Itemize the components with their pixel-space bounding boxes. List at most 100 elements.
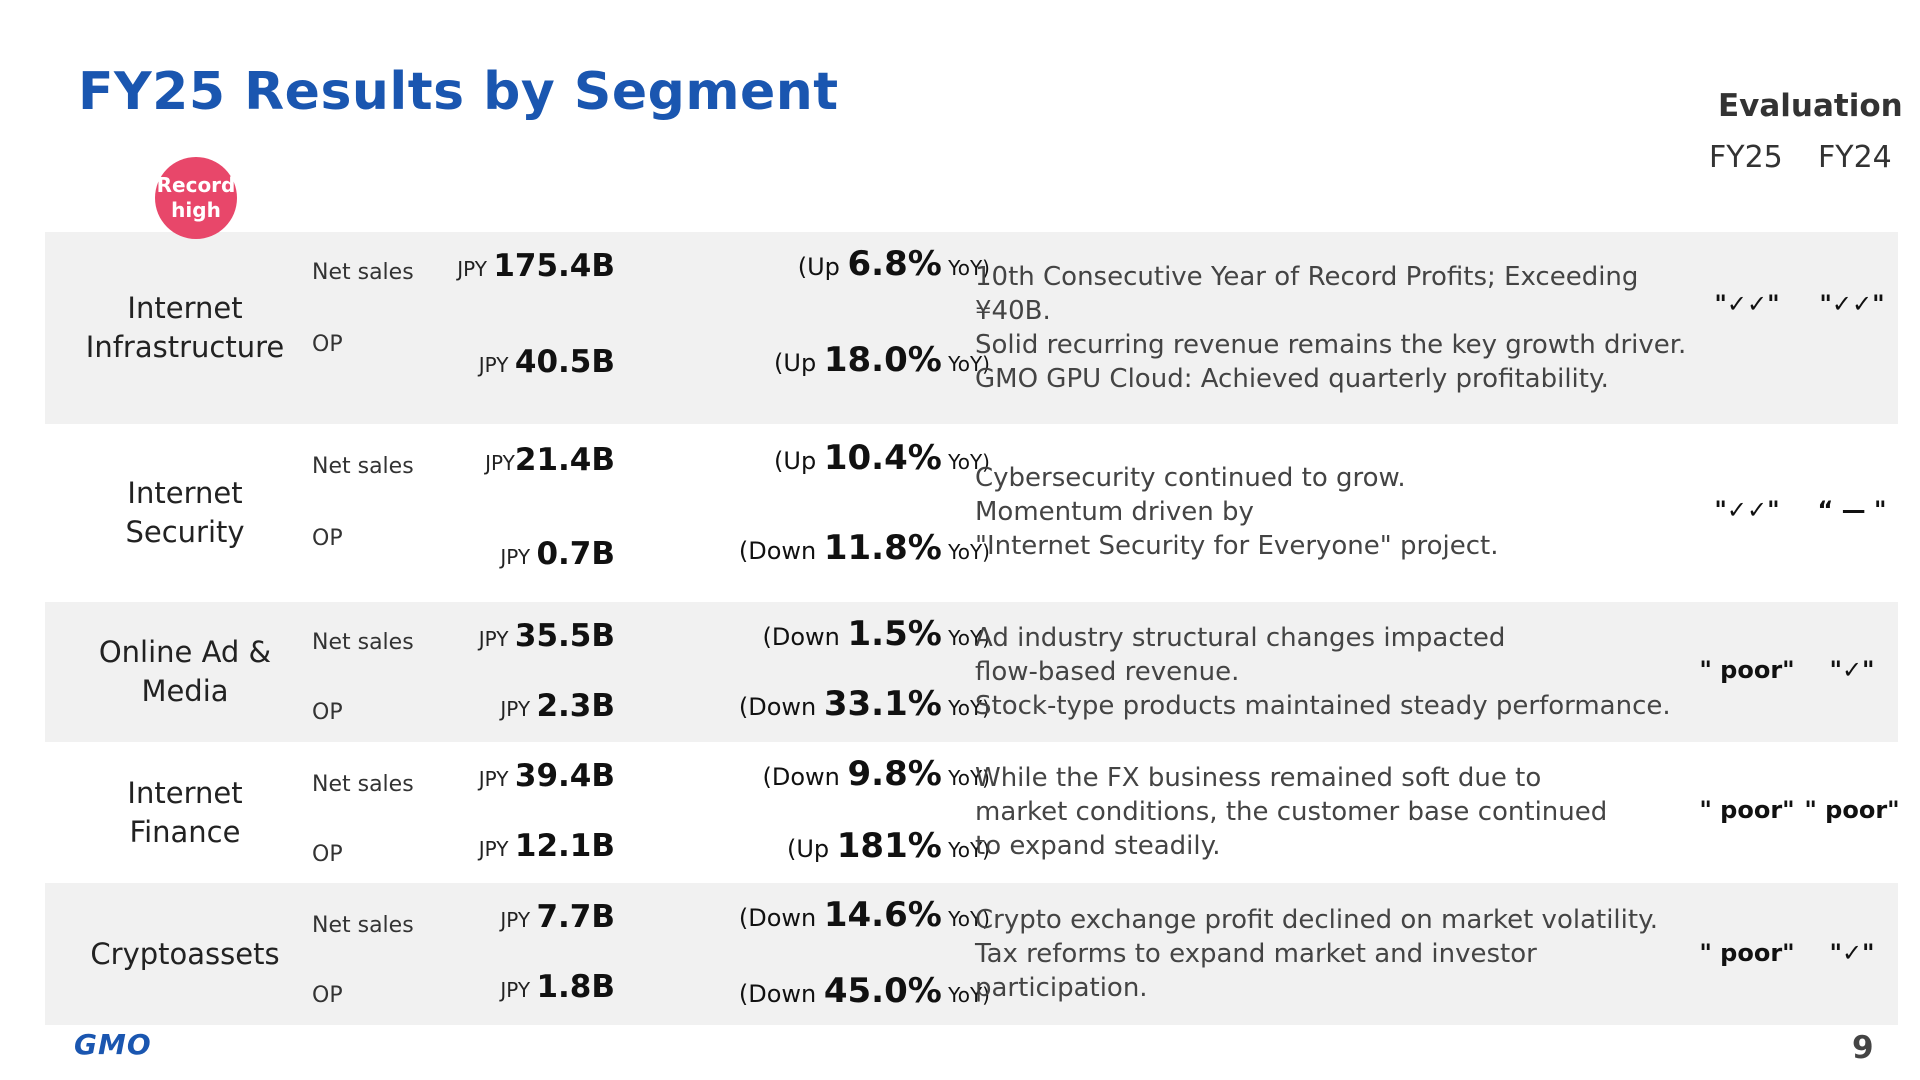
yoy-percent: 181%: [836, 826, 942, 866]
comment-line: flow-based revenue.: [975, 657, 1240, 687]
net-sales-amount: JPY 35.5B: [479, 618, 615, 654]
op-amount: JPY 12.1B: [479, 828, 615, 864]
yoy-prefix: (Up: [774, 447, 824, 475]
evaluation-fy24: "✓": [1829, 656, 1875, 684]
amount-value: 12.1B: [514, 828, 615, 864]
record-high-badge: Record high: [155, 157, 237, 239]
yoy-percent: 45.0%: [823, 971, 942, 1011]
segment-row-internet-finance: Internet Finance Net sales JPY 39.4B (Do…: [45, 742, 1899, 883]
page-title: FY25 Results by Segment: [78, 62, 839, 122]
comment-line: 10th Consecutive Year of Record Profits;…: [975, 262, 1639, 326]
comment-line: market conditions, the customer base con…: [975, 797, 1608, 827]
net-sales-yoy: (Down 1.5% YoY): [763, 614, 990, 654]
yoy-prefix: (Down: [762, 763, 848, 791]
segment-name-line: Cryptoassets: [90, 936, 280, 971]
net-sales-label: Net sales: [312, 630, 414, 655]
gmo-logo: GMO: [74, 1028, 152, 1061]
currency-label: JPY: [478, 353, 515, 377]
amount-value: 40.5B: [514, 344, 615, 380]
evaluation-fy25: "✓✓": [1714, 496, 1780, 524]
amount-value: 21.4B: [514, 442, 615, 478]
op-label: OP: [312, 983, 343, 1008]
op-amount: JPY 0.7B: [500, 536, 615, 572]
op-amount: JPY 2.3B: [500, 688, 615, 724]
yoy-percent: 33.1%: [823, 684, 942, 724]
yoy-suffix: YoY): [941, 626, 990, 650]
yoy-suffix: YoY): [941, 540, 990, 564]
op-label: OP: [312, 332, 343, 357]
segment-name: Online Ad & Media: [75, 602, 295, 742]
yoy-percent: 9.8%: [847, 754, 942, 794]
yoy-suffix: YoY): [941, 696, 990, 720]
currency-label: JPY: [500, 978, 537, 1002]
badge-line-2: high: [171, 198, 221, 222]
segment-comment: Crypto exchange profit declined on marke…: [975, 905, 1715, 1003]
yoy-prefix: (Down: [738, 537, 824, 565]
page-number: 9: [1852, 1030, 1874, 1066]
evaluation-fy25: " poor": [1699, 939, 1795, 967]
amount-value: 39.4B: [514, 758, 615, 794]
yoy-suffix: YoY): [941, 983, 990, 1007]
currency-label: JPY: [457, 257, 494, 281]
yoy-percent: 18.0%: [823, 340, 942, 380]
yoy-prefix: (Up: [797, 253, 848, 281]
comment-line: Solid recurring revenue remains the key …: [975, 330, 1687, 360]
amount-value: 7.7B: [536, 899, 615, 935]
segment-name-line: Media: [141, 674, 229, 708]
amount-value: 2.3B: [536, 688, 615, 724]
yoy-suffix: YoY): [941, 256, 990, 280]
segment-row-online-ad-media: Online Ad & Media Net sales JPY 35.5B (D…: [45, 602, 1898, 742]
op-yoy: (Up 18.0% YoY): [774, 340, 990, 380]
yoy-percent: 1.5%: [847, 614, 942, 654]
net-sales-yoy: (Down 14.6% YoY): [739, 895, 990, 935]
op-yoy: (Down 45.0% YoY): [739, 971, 990, 1011]
segment-name: Internet Security: [75, 424, 295, 602]
segment-name: Internet Infrastructure: [75, 232, 295, 424]
currency-label: JPY: [500, 697, 537, 721]
yoy-percent: 11.8%: [823, 528, 942, 568]
yoy-suffix: YoY): [941, 766, 990, 790]
yoy-prefix: (Up: [774, 349, 824, 377]
amount-value: 1.8B: [536, 969, 615, 1005]
currency-label: JPY: [478, 627, 515, 651]
segment-comment: 10th Consecutive Year of Record Profits;…: [975, 262, 1715, 394]
net-sales-label: Net sales: [312, 772, 414, 797]
yoy-suffix: YoY): [941, 450, 990, 474]
net-sales-yoy: (Down 9.8% YoY): [763, 754, 990, 794]
amount-value: 0.7B: [536, 536, 615, 572]
op-label: OP: [312, 842, 343, 867]
segment-name-line: Internet: [127, 291, 243, 325]
evaluation-fy25: "✓✓": [1714, 290, 1780, 318]
segment-name-line: Infrastructure: [85, 330, 285, 364]
evaluation-fy24-header: FY24: [1818, 140, 1892, 175]
segment-comment: While the FX business remained soft due …: [975, 760, 1715, 864]
op-yoy: (Down 33.1% YoY): [739, 684, 990, 724]
comment-line: Stock-type products maintained steady pe…: [975, 691, 1671, 721]
currency-label: JPY: [500, 908, 537, 932]
badge-line-1: Record: [156, 173, 236, 197]
yoy-suffix: YoY): [941, 907, 990, 931]
segment-name-line: Internet: [127, 775, 243, 810]
evaluation-heading: Evaluation: [1718, 88, 1903, 124]
net-sales-label: Net sales: [312, 913, 414, 938]
yoy-percent: 14.6%: [823, 895, 942, 935]
amount-value: 35.5B: [514, 618, 615, 654]
evaluation-fy25-header: FY25: [1709, 140, 1783, 175]
comment-line: Crypto exchange profit declined on marke…: [975, 905, 1659, 935]
evaluation-fy25: " poor": [1699, 656, 1795, 684]
net-sales-amount: JPY21.4B: [485, 442, 615, 478]
yoy-prefix: (Down: [738, 980, 824, 1008]
yoy-suffix: YoY): [941, 838, 990, 862]
evaluation-fy24: "✓": [1829, 939, 1875, 967]
segment-name: Internet Finance: [75, 742, 295, 883]
comment-line: While the FX business remained soft due …: [975, 763, 1542, 793]
yoy-prefix: (Up: [786, 835, 837, 863]
currency-label: JPY: [485, 451, 515, 475]
op-label: OP: [312, 526, 343, 551]
comment-line: Ad industry structural changes impacted: [975, 623, 1506, 653]
net-sales-amount: JPY 175.4B: [457, 248, 615, 284]
comment-line: GMO GPU Cloud: Achieved quarterly profit…: [975, 364, 1609, 394]
segment-name-line: Internet: [127, 476, 243, 510]
evaluation-fy24: " poor": [1804, 796, 1900, 824]
op-amount: JPY 1.8B: [500, 969, 615, 1005]
